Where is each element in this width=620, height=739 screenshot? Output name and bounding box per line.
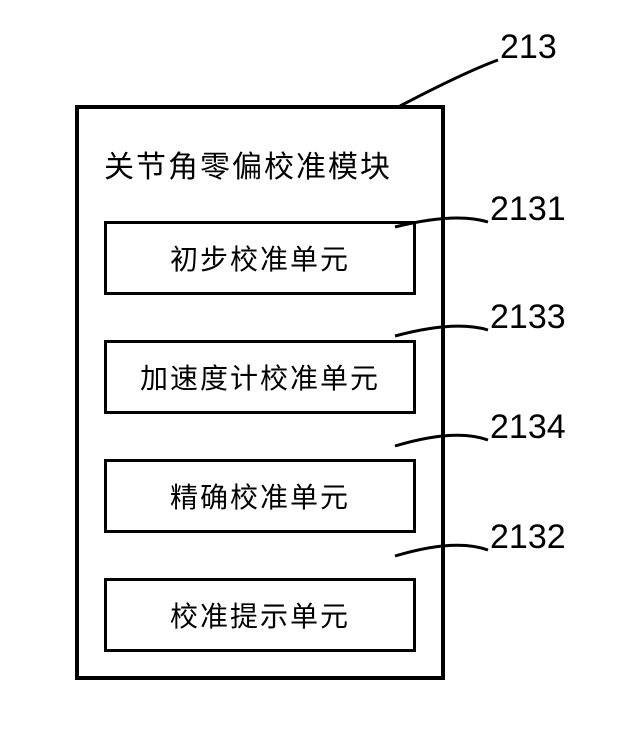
unit-label-0: 2131 bbox=[490, 190, 566, 229]
unit-label-1: 2133 bbox=[490, 298, 566, 337]
unit-label-2: 2134 bbox=[490, 408, 566, 447]
module-label: 213 bbox=[500, 28, 557, 67]
calibration-module: 关节角零偏校准模块 初步校准单元 加速度计校准单元 精确校准单元 校准提示单元 bbox=[75, 105, 445, 680]
unit-preliminary-calibration: 初步校准单元 bbox=[104, 221, 416, 295]
module-title: 关节角零偏校准模块 bbox=[104, 142, 416, 186]
unit-calibration-prompt: 校准提示单元 bbox=[104, 578, 416, 652]
unit-label-3: 2132 bbox=[490, 518, 566, 557]
unit-accelerometer-calibration: 加速度计校准单元 bbox=[104, 340, 416, 414]
unit-precise-calibration: 精确校准单元 bbox=[104, 459, 416, 533]
